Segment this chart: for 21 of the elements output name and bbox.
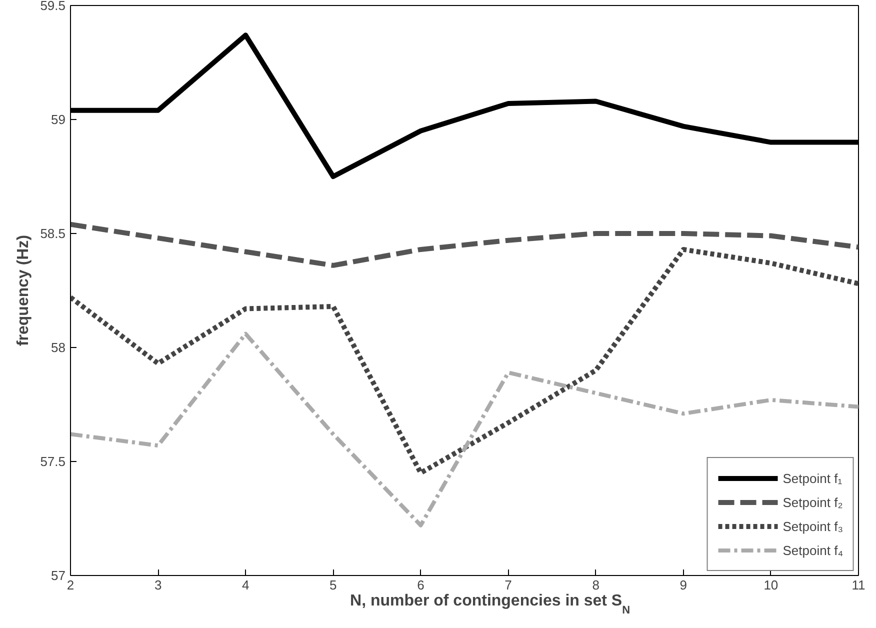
- x-tick-label: 6: [417, 578, 424, 592]
- legend-label: Setpoint f₂: [782, 494, 843, 510]
- x-tick-label: 7: [504, 578, 512, 592]
- x-tick-label: 9: [680, 578, 688, 592]
- x-tick-label: 3: [154, 578, 162, 592]
- y-tick-label: 58: [51, 340, 66, 355]
- y-tick-label: 59.5: [40, 0, 66, 13]
- y-tick-label: 57.5: [40, 454, 66, 469]
- y-axis-title: frequency (Hz): [15, 234, 32, 346]
- x-tick-label: 11: [852, 578, 866, 592]
- x-tick-label: 10: [764, 578, 778, 592]
- x-tick-label: 8: [592, 578, 600, 592]
- y-tick-label: 59: [51, 112, 66, 127]
- legend-label: Setpoint f₃: [782, 518, 843, 534]
- y-tick-label: 57: [51, 568, 66, 583]
- x-tick-label: 5: [330, 578, 337, 592]
- y-tick-label: 58.5: [40, 226, 66, 241]
- legend-label: Setpoint f₄: [782, 542, 843, 558]
- legend-label: Setpoint f₁: [782, 470, 842, 486]
- x-tick-label: 4: [242, 578, 250, 592]
- x-tick-label: 2: [66, 578, 74, 592]
